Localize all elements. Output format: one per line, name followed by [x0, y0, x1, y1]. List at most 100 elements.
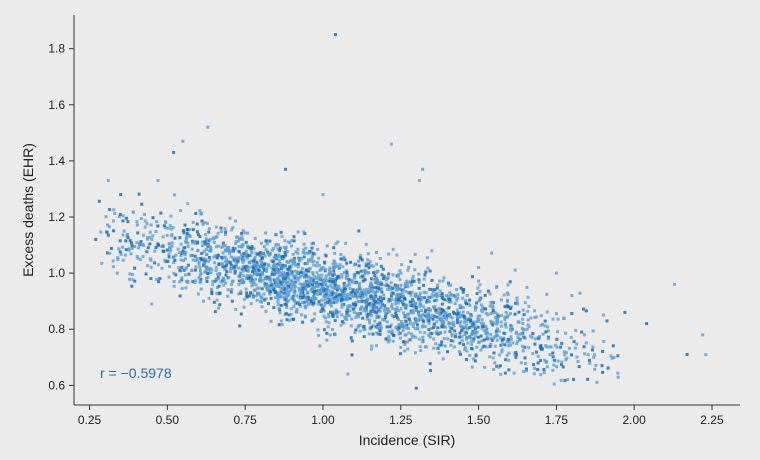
scatter-point	[337, 266, 341, 270]
scatter-point	[128, 239, 132, 243]
scatter-point	[458, 331, 462, 335]
scatter-point	[245, 274, 249, 278]
scatter-point	[419, 298, 423, 302]
scatter-point	[244, 253, 248, 257]
scatter-point	[526, 318, 530, 322]
scatter-point	[246, 254, 250, 257]
scatter-point	[503, 305, 507, 309]
scatter-point	[223, 244, 227, 247]
scatter-point	[392, 315, 396, 319]
scatter-point	[421, 167, 425, 171]
scatter-point	[372, 310, 376, 314]
scatter-point	[438, 289, 442, 293]
scatter-point	[421, 340, 425, 344]
scatter-point	[412, 279, 416, 283]
scatter-point	[414, 301, 418, 305]
scatter-point	[223, 265, 227, 269]
scatter-point	[387, 330, 391, 334]
scatter-point	[459, 286, 463, 290]
scatter-point	[364, 290, 368, 294]
scatter-point	[207, 230, 211, 234]
scatter-point	[202, 261, 206, 265]
scatter-point	[323, 260, 327, 264]
scatter-point	[247, 260, 251, 264]
scatter-point	[252, 247, 256, 251]
scatter-point	[431, 305, 435, 309]
scatter-point	[358, 254, 362, 258]
scatter-point	[485, 331, 489, 335]
scatter-point	[111, 259, 115, 263]
scatter-point	[252, 259, 256, 263]
scatter-point	[396, 301, 400, 305]
scatter-point	[342, 282, 346, 285]
y-tick-label: 0.6	[48, 378, 65, 392]
scatter-point	[645, 322, 649, 326]
scatter-point	[371, 264, 375, 268]
scatter-point	[361, 279, 365, 283]
scatter-point	[283, 302, 287, 306]
scatter-point	[312, 291, 316, 295]
scatter-point	[285, 318, 289, 322]
scatter-point	[146, 237, 150, 241]
scatter-point	[249, 249, 253, 253]
scatter-point	[294, 250, 298, 254]
scatter-point	[450, 327, 454, 331]
scatter-point	[193, 281, 197, 284]
scatter-point	[521, 349, 525, 353]
scatter-point	[222, 278, 226, 282]
scatter-point	[336, 240, 340, 244]
scatter-point	[385, 325, 389, 329]
scatter-point	[320, 286, 324, 290]
scatter-point	[409, 300, 412, 304]
scatter-point	[560, 360, 564, 364]
scatter-point	[533, 309, 536, 313]
scatter-point	[403, 305, 407, 309]
scatter-point	[229, 266, 233, 270]
scatter-point	[491, 356, 495, 360]
scatter-point	[169, 227, 173, 231]
scatter-point	[514, 301, 517, 305]
scatter-point	[178, 269, 182, 273]
scatter-point	[239, 253, 243, 256]
scatter-point	[404, 281, 407, 285]
scatter-point	[548, 353, 552, 357]
scatter-point	[401, 329, 405, 333]
scatter-point	[577, 365, 581, 369]
scatter-point	[476, 320, 480, 323]
scatter-point	[294, 263, 298, 267]
scatter-point	[376, 269, 380, 273]
scatter-point	[401, 294, 405, 298]
scatter-point	[305, 299, 309, 303]
scatter-point	[297, 300, 301, 304]
scatter-point	[226, 294, 230, 298]
scatter-point	[180, 276, 184, 280]
scatter-point	[209, 249, 213, 253]
scatter-point	[330, 297, 333, 301]
scatter-point	[350, 317, 354, 321]
scatter-point	[196, 240, 200, 244]
scatter-point	[381, 318, 385, 321]
scatter-point	[241, 238, 245, 241]
scatter-point	[358, 256, 362, 260]
scatter-point	[231, 256, 235, 260]
scatter-point	[289, 313, 293, 316]
scatter-point	[407, 280, 411, 284]
scatter-point	[448, 325, 452, 329]
y-tick-label: 1.2	[48, 210, 65, 224]
scatter-point	[441, 279, 445, 283]
scatter-point	[465, 337, 468, 341]
scatter-point	[453, 302, 457, 306]
scatter-point	[337, 310, 341, 314]
scatter-point	[309, 257, 313, 261]
scatter-point	[239, 290, 243, 294]
scatter-point	[388, 325, 392, 329]
scatter-point	[438, 331, 442, 334]
scatter-point	[385, 282, 389, 286]
scatter-point	[130, 241, 133, 245]
scatter-point	[339, 253, 343, 256]
scatter-point	[376, 326, 380, 330]
scatter-point	[494, 329, 498, 333]
scatter-point	[224, 266, 228, 270]
scatter-point	[272, 271, 276, 275]
scatter-point	[309, 302, 313, 306]
